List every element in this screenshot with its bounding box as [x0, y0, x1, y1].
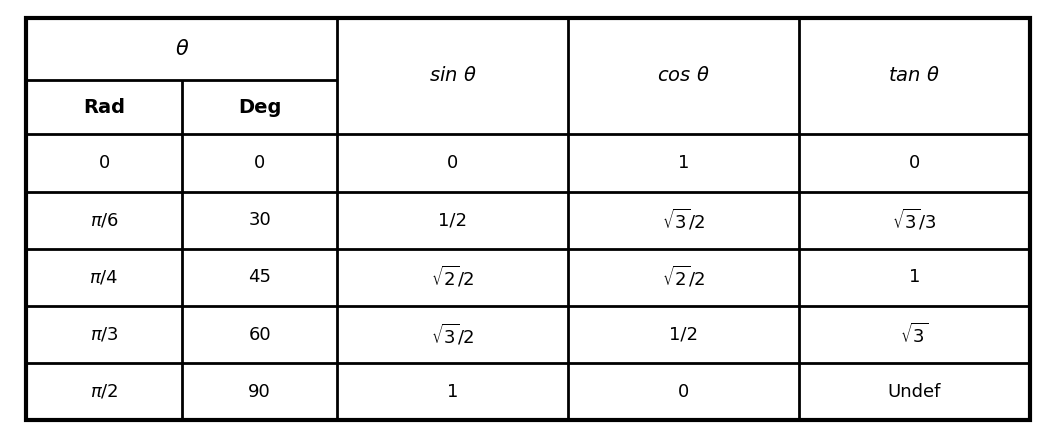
Text: 0: 0: [908, 154, 920, 172]
Text: 1/2: 1/2: [438, 211, 467, 229]
Text: $\sqrt{2}/2$: $\sqrt{2}/2$: [431, 265, 474, 290]
Text: $\pi/3$: $\pi/3$: [90, 325, 118, 344]
Text: $\mathit{sin}\ \theta$: $\mathit{sin}\ \theta$: [429, 67, 476, 85]
Text: $\mathit{cos}\ \theta$: $\mathit{cos}\ \theta$: [657, 67, 710, 85]
Text: 1/2: 1/2: [670, 325, 698, 344]
Text: 45: 45: [248, 268, 271, 286]
Text: $\pi/2$: $\pi/2$: [90, 383, 118, 401]
Text: $\pi/4$: $\pi/4$: [90, 268, 119, 286]
Text: Rad: Rad: [83, 98, 126, 117]
Text: 0: 0: [98, 154, 110, 172]
Text: $\pi/6$: $\pi/6$: [90, 211, 118, 229]
Text: $\sqrt{3}/3$: $\sqrt{3}/3$: [892, 208, 937, 233]
Text: 30: 30: [248, 211, 271, 229]
Text: $\sqrt{3}$: $\sqrt{3}$: [900, 322, 928, 347]
Text: Deg: Deg: [238, 98, 281, 117]
Text: $\sqrt{3}/2$: $\sqrt{3}/2$: [431, 322, 474, 347]
Text: 1: 1: [678, 154, 690, 172]
Text: $\sqrt{2}/2$: $\sqrt{2}/2$: [662, 265, 705, 290]
Text: 0: 0: [447, 154, 458, 172]
Text: $\sqrt{3}/2$: $\sqrt{3}/2$: [662, 208, 705, 233]
Text: 1: 1: [447, 383, 458, 401]
Text: $\mathit{tan}\ \theta$: $\mathit{tan}\ \theta$: [888, 67, 940, 85]
Text: 1: 1: [908, 268, 920, 286]
Text: 90: 90: [248, 383, 271, 401]
Text: Undef: Undef: [887, 383, 941, 401]
Text: 0: 0: [254, 154, 265, 172]
Text: $\theta$: $\theta$: [174, 39, 189, 59]
Text: 60: 60: [248, 325, 271, 344]
Text: 0: 0: [678, 383, 690, 401]
